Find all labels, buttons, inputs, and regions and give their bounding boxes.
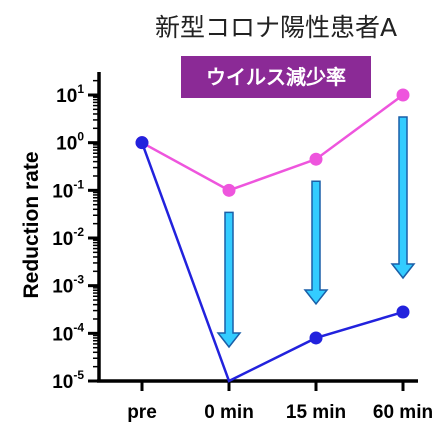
y-tick-label: 10-5 — [52, 368, 84, 393]
x-tick-label: 15 min — [286, 402, 346, 423]
data-point — [309, 152, 323, 166]
y-tick-base: 10 — [52, 372, 73, 393]
x-tick-label: 60 min — [373, 402, 433, 423]
y-tick-label: 10-4 — [52, 320, 84, 345]
reduction-arrows — [216, 116, 416, 349]
badge-background — [181, 56, 371, 98]
y-tick-exponent: -4 — [73, 320, 84, 334]
y-tick-exponent: -1 — [73, 177, 84, 191]
y-tick-base: 10 — [52, 324, 73, 345]
y-tick-exponent: -5 — [73, 368, 84, 382]
reduction-arrow — [303, 180, 329, 306]
data-point — [222, 183, 236, 197]
y-tick-base: 10 — [52, 229, 73, 250]
data-point — [309, 331, 323, 345]
y-tick-exponent: -2 — [73, 225, 84, 239]
series-line — [140, 142, 404, 383]
y-tick-exponent: -3 — [73, 273, 84, 287]
y-tick-label: 10-2 — [52, 225, 84, 250]
series-line — [141, 93, 404, 192]
x-tick-label: pre — [127, 402, 157, 423]
reduction-arrow — [390, 116, 416, 280]
y-tick-base: 10 — [56, 86, 77, 107]
y-axis-label: Reduction rate — [20, 151, 43, 298]
data-point — [396, 88, 410, 102]
y-tick-base: 10 — [56, 134, 77, 155]
data-point — [396, 305, 410, 319]
x-tick-label: 0 min — [204, 402, 254, 423]
data-point — [135, 136, 149, 150]
chart-title: 新型コロナ陽性患者A — [155, 13, 397, 42]
y-tick-label: 100 — [56, 130, 84, 155]
badge-label: ウイルス減少率 — [206, 65, 346, 89]
y-tick-label: 10-1 — [52, 177, 84, 202]
y-tick-exponent: 0 — [77, 130, 84, 144]
reduction-arrow — [216, 211, 242, 349]
series-group — [135, 88, 410, 383]
y-tick-label: 10-3 — [52, 273, 84, 298]
y-tick-base: 10 — [52, 277, 73, 298]
y-tick-exponent: 1 — [77, 82, 84, 96]
y-tick-label: 101 — [56, 82, 84, 107]
y-tick-base: 10 — [52, 181, 73, 202]
